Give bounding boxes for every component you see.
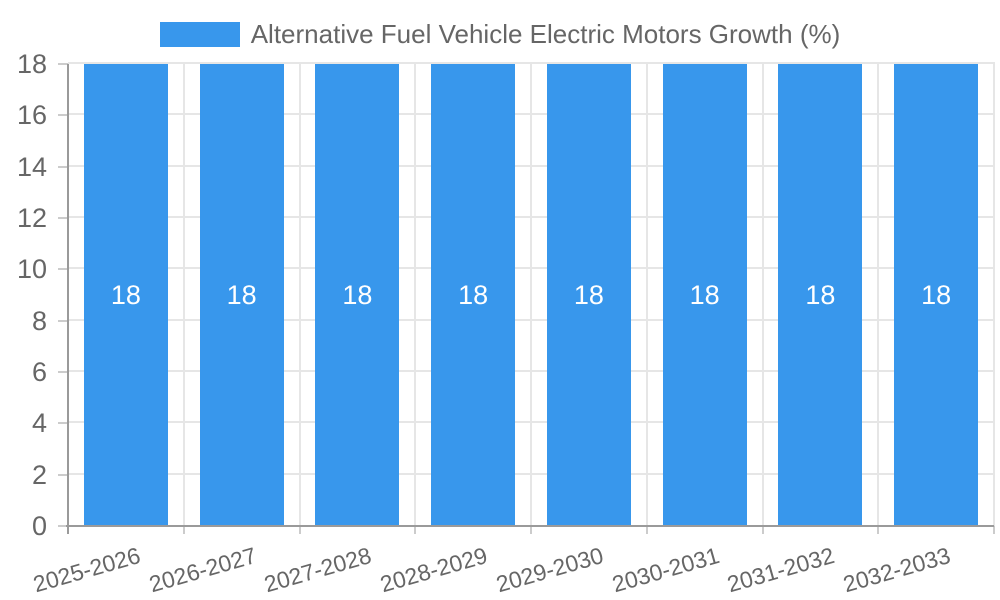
y-tick-label: 0	[31, 511, 47, 541]
bar-value-label: 18	[921, 279, 952, 310]
bar-value-label: 18	[342, 279, 373, 310]
y-tick-label: 18	[16, 49, 47, 79]
bar[interactable]: 18	[199, 64, 284, 526]
x-gridline	[877, 62, 880, 526]
y-tick-mark	[58, 371, 68, 373]
y-tick-label: 16	[16, 100, 47, 131]
bar[interactable]: 18	[778, 64, 863, 526]
plot-area: 18 18 18 18 18 18 18 18	[58, 62, 995, 534]
bar[interactable]: 18	[315, 64, 400, 526]
y-tick-mark	[58, 114, 68, 117]
legend-swatch-icon	[159, 21, 240, 47]
bar-value-label: 18	[110, 279, 141, 310]
bar[interactable]: 18	[546, 64, 631, 526]
x-tick-label: 2026-2027	[145, 542, 259, 598]
x-gridline	[182, 62, 185, 526]
bar-value-label: 18	[458, 279, 489, 310]
x-tick-mark	[298, 526, 301, 534]
x-tick-label: 2025-2026	[30, 542, 144, 598]
y-tick-mark	[58, 217, 68, 219]
x-gridline	[761, 62, 764, 526]
y-tick-mark	[58, 473, 68, 476]
bar[interactable]: 18	[662, 64, 747, 526]
x-tick-label: 2028-2029	[377, 542, 491, 598]
y-axis-line	[67, 64, 69, 526]
y-tick-label: 2	[31, 459, 47, 490]
bar[interactable]: 18	[431, 64, 516, 526]
bar[interactable]: 18	[894, 64, 979, 526]
y-tick-mark	[58, 525, 68, 527]
x-tick-label: 2027-2028	[261, 542, 375, 598]
x-tick-mark	[67, 526, 69, 534]
x-tick-mark	[530, 526, 532, 534]
chart-legend[interactable]: Alternative Fuel Vehicle Electric Motors…	[0, 18, 1000, 49]
y-tick-label: 12	[16, 203, 47, 233]
x-tick-mark	[993, 526, 995, 534]
y-tick-mark	[58, 165, 68, 168]
y-tick-label: 10	[16, 254, 47, 285]
y-tick-mark	[58, 422, 68, 425]
y-tick-label: 6	[31, 357, 47, 387]
y-tick-mark	[58, 319, 68, 322]
x-tick-label: 2029-2030	[493, 542, 607, 598]
x-tick-mark	[645, 526, 648, 534]
bar-value-label: 18	[805, 279, 836, 310]
y-tick-label: 8	[31, 305, 47, 336]
y-tick-label: 4	[31, 408, 47, 439]
y-axis-labels: 0 2 4 6 8 10 12 14 16 18	[0, 49, 50, 541]
y-tick-mark	[58, 268, 68, 271]
x-gridline	[530, 62, 532, 526]
bar-value-label: 18	[689, 279, 720, 310]
x-tick-mark	[877, 526, 880, 534]
y-tick-mark	[58, 63, 68, 65]
x-tick-label: 2032-2033	[840, 542, 954, 598]
x-gridline	[414, 62, 417, 526]
x-gridline	[645, 62, 648, 526]
x-axis-labels: 2025-2026 2026-2027 2027-2028 2028-2029 2029…	[30, 538, 994, 600]
x-tick-mark	[414, 526, 417, 534]
x-tick-label: 2031-2032	[724, 542, 838, 598]
legend-label: Alternative Fuel Vehicle Electric Motors…	[250, 18, 841, 49]
bar[interactable]: 18	[83, 64, 168, 526]
x-axis-line	[66, 525, 994, 527]
bar-value-label: 18	[573, 279, 604, 310]
x-tick-mark	[182, 526, 185, 534]
x-tick-label: 2030-2031	[608, 542, 722, 598]
x-gridline	[298, 62, 301, 526]
x-tick-mark	[761, 526, 764, 534]
bar-value-label: 18	[226, 279, 257, 310]
x-gridline	[993, 62, 995, 526]
y-tick-label: 14	[16, 151, 47, 182]
